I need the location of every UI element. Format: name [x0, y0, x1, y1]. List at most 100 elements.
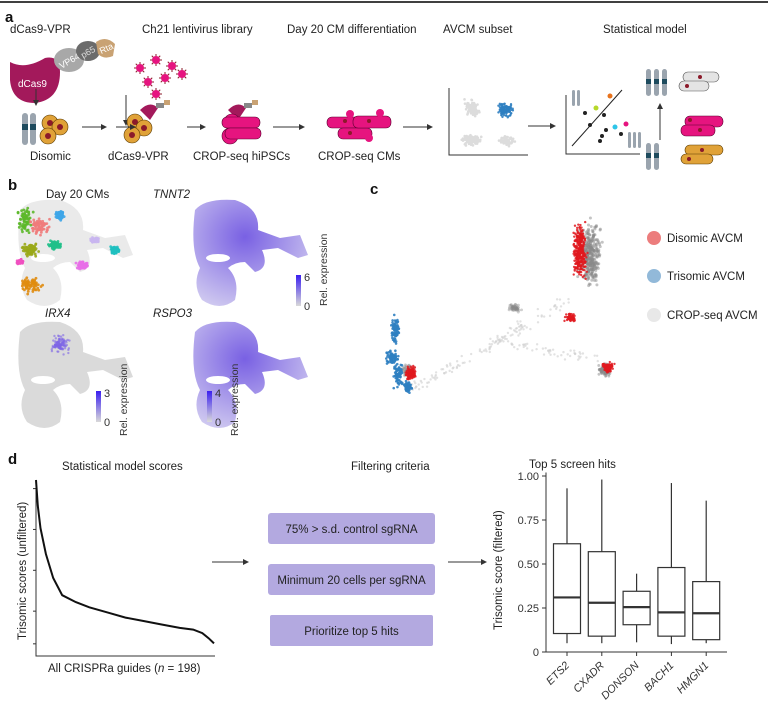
avcm-point — [506, 110, 509, 113]
step-label: CROP-seq CMs — [318, 151, 401, 163]
umap-point — [17, 225, 21, 229]
crop-point — [513, 304, 517, 308]
crop-point — [562, 302, 565, 305]
disomic-point — [578, 239, 582, 242]
crop-point — [512, 304, 516, 308]
avcm-point — [503, 102, 506, 106]
umap-title: RSPO3 — [153, 308, 193, 320]
crop-point — [554, 304, 557, 307]
x-tick-label: BACH1 — [642, 660, 676, 694]
umap-point — [53, 346, 57, 349]
umap-point — [22, 226, 26, 230]
box — [587, 551, 616, 637]
umap-point — [25, 246, 29, 250]
disomic-point — [579, 230, 583, 233]
disomic-point — [575, 246, 578, 250]
crop-point — [594, 244, 598, 248]
umap-rspo3 — [193, 321, 308, 428]
crop-point — [586, 247, 590, 251]
trisomic-point — [391, 323, 395, 327]
virus-icon — [142, 76, 154, 88]
crop-point — [588, 216, 592, 220]
disomic-point — [581, 249, 585, 252]
crop-point — [513, 345, 516, 349]
crop-point — [449, 364, 452, 367]
crop-point — [593, 354, 596, 357]
disomic-point — [583, 261, 586, 264]
cell-point — [464, 107, 468, 111]
disomic-point — [582, 235, 585, 238]
cell-point — [464, 137, 467, 141]
crop-point — [506, 340, 510, 343]
box-ets2: ETS2 — [544, 488, 582, 688]
crop-point — [525, 326, 528, 329]
umap-point — [37, 223, 41, 227]
trisomic-point — [396, 318, 399, 322]
umap-point — [20, 228, 24, 231]
trisomic-point — [398, 379, 401, 382]
trisomic-point — [395, 376, 399, 380]
cell-point — [471, 144, 475, 147]
umap-point — [50, 348, 53, 351]
crop-point — [522, 328, 525, 331]
crop-point — [589, 267, 593, 271]
crop-point — [529, 327, 532, 331]
disomic-point — [578, 257, 582, 260]
crop-point — [524, 343, 527, 346]
disomic-point — [603, 364, 607, 368]
umap-point — [74, 261, 78, 265]
crop-point — [404, 363, 407, 367]
crop-point — [510, 304, 514, 308]
disomic-point — [581, 232, 584, 236]
crop-point — [509, 307, 513, 310]
umap-point — [21, 222, 25, 226]
crop-point — [511, 309, 515, 312]
umap-point — [62, 215, 66, 219]
umap-point — [75, 266, 79, 270]
crop-point — [516, 306, 520, 309]
crop-point — [518, 329, 521, 332]
umap-point — [42, 221, 46, 225]
crop-point — [517, 308, 521, 312]
crop-point — [592, 260, 596, 264]
crop-point — [595, 238, 599, 242]
umap-point — [110, 251, 114, 255]
umap-point — [54, 243, 58, 247]
crop-point — [431, 376, 434, 379]
umap-point — [114, 251, 118, 255]
umap-point — [34, 254, 38, 258]
umap-point — [25, 217, 29, 220]
crop-point — [434, 375, 437, 378]
trisomic-point — [394, 338, 397, 341]
umap-point — [16, 210, 20, 214]
disomic-point — [607, 370, 611, 373]
crop-point — [598, 245, 602, 249]
crop-point — [523, 324, 526, 328]
crop-point — [588, 251, 592, 255]
crop-point — [558, 309, 562, 312]
cell-point — [511, 137, 515, 141]
cell-point — [471, 136, 475, 140]
crop-point — [593, 257, 597, 261]
crop-point — [536, 307, 540, 311]
umap-point — [31, 210, 35, 214]
crop-point — [510, 307, 514, 311]
box — [657, 566, 686, 637]
disomic-point — [573, 235, 576, 238]
umap-point — [32, 218, 36, 222]
step-title: Day 20 CM differentiation — [287, 24, 417, 36]
disomic-point — [603, 366, 607, 370]
trisomic-point — [390, 352, 394, 356]
umap-point — [51, 346, 54, 349]
virus-icon — [159, 72, 171, 84]
crop-point — [553, 353, 556, 356]
trisomic-point — [393, 340, 396, 343]
trisomic-point — [397, 327, 400, 331]
disomic-point — [406, 365, 409, 368]
crop-point — [484, 348, 487, 351]
umap-point — [54, 212, 58, 216]
avcm-point — [503, 109, 507, 112]
crop-point — [514, 305, 518, 309]
legend-label: Trisomic AVCM — [667, 271, 745, 283]
trisomic-point — [391, 319, 394, 322]
